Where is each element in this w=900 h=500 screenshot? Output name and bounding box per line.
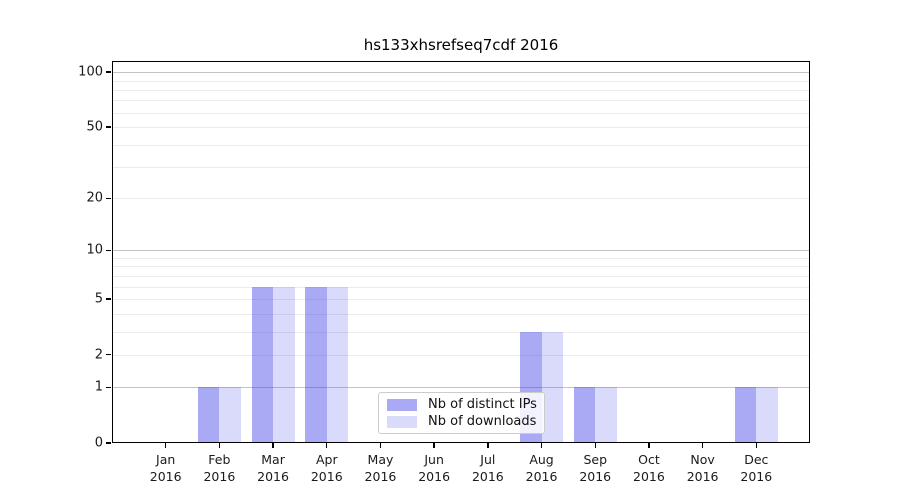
y-tick-label: 10: [86, 242, 103, 258]
x-tick-label: Mar 2016: [257, 452, 289, 484]
bar-downloads: [756, 387, 778, 443]
x-tick-mark: [433, 443, 435, 448]
x-tick-mark: [487, 443, 489, 448]
x-tick-mark: [326, 443, 328, 448]
gridlines-layer: [112, 61, 810, 443]
bar-downloads: [273, 286, 295, 443]
x-tick-label: Jun 2016: [418, 452, 451, 484]
legend: Nb of distinct IPs Nb of downloads: [378, 392, 545, 434]
x-tick-label: Oct 2016: [633, 452, 665, 484]
y-tick-mark: [106, 298, 111, 300]
x-tick-mark: [164, 443, 167, 448]
x-tick-label: Jul 2016: [471, 452, 504, 484]
x-tick-label: Sep 2016: [579, 452, 612, 484]
x-tick-mark: [272, 443, 274, 448]
x-tick-label: Jan 2016: [149, 452, 182, 484]
minor-gridline: [112, 127, 810, 129]
bar-downloads: [541, 331, 564, 443]
major-gridline: [112, 387, 810, 389]
x-tick-mark: [218, 443, 221, 448]
major-gridline: [112, 72, 810, 74]
minor-gridline: [112, 198, 810, 200]
legend-label: Nb of downloads: [428, 414, 537, 429]
x-tick-mark: [379, 443, 382, 448]
y-tick-label: 50: [86, 119, 103, 135]
legend-swatch-distinct-ips: [387, 398, 417, 411]
y-tick-label: 20: [86, 190, 103, 206]
y-tick-mark: [106, 126, 111, 128]
minor-gridline: [112, 286, 810, 288]
bar-downloads: [326, 286, 349, 443]
y-tick-mark: [106, 249, 111, 251]
x-tick-label: Nov 2016: [686, 452, 719, 484]
minor-gridline: [112, 299, 810, 300]
legend-item: Nb of downloads: [387, 414, 536, 429]
chart-title: hs133xhsrefseq7cdf 2016: [363, 36, 559, 54]
x-tick-mark: [594, 443, 596, 448]
minor-gridline: [112, 313, 810, 315]
legend-item: Nb of distinct IPs: [387, 397, 537, 412]
y-tick-mark: [106, 386, 111, 388]
bar-downloads: [219, 387, 241, 443]
minor-gridline: [112, 275, 810, 277]
bar-distinct-ips: [573, 387, 596, 443]
minor-gridline: [112, 167, 810, 169]
minor-gridline: [112, 354, 810, 356]
x-tick-label: Aug 2016: [525, 452, 558, 484]
minor-gridline: [112, 331, 810, 333]
x-tick-label: Apr 2016: [310, 452, 343, 484]
x-tick-label: Feb 2016: [203, 452, 236, 484]
x-tick-mark: [648, 443, 650, 448]
legend-swatch-downloads: [387, 415, 417, 428]
bar-distinct-ips: [197, 387, 220, 443]
y-tick-label: 2: [94, 347, 103, 363]
minor-gridline: [112, 257, 810, 259]
y-tick-mark: [106, 354, 111, 356]
legend-label: Nb of distinct IPs: [428, 397, 537, 412]
bar-distinct-ips: [305, 286, 327, 443]
bar-downloads: [595, 387, 617, 443]
minor-gridline: [112, 266, 810, 268]
minor-gridline: [112, 112, 810, 114]
y-tick-label: 1: [94, 379, 103, 395]
major-gridline: [112, 250, 810, 252]
x-tick-label: Dec 2016: [740, 452, 773, 484]
bar-distinct-ips: [251, 286, 274, 443]
minor-gridline: [112, 144, 810, 146]
bars-layer: [112, 61, 810, 443]
y-tick-label: 100: [78, 64, 103, 80]
y-tick-mark: [106, 197, 111, 200]
x-tick-mark: [540, 443, 543, 448]
minor-gridline: [112, 80, 810, 82]
minor-gridline: [112, 89, 810, 91]
y-tick-mark: [106, 442, 111, 444]
plot-area: [112, 61, 810, 443]
y-tick-label: 5: [94, 291, 103, 307]
y-tick-label: 0: [94, 435, 103, 451]
minor-gridline: [112, 100, 810, 102]
y-tick-mark: [106, 71, 111, 73]
bar-distinct-ips: [734, 387, 757, 443]
x-tick-mark: [701, 443, 704, 448]
x-tick-mark: [755, 443, 757, 448]
x-tick-label: May 2016: [364, 452, 397, 484]
